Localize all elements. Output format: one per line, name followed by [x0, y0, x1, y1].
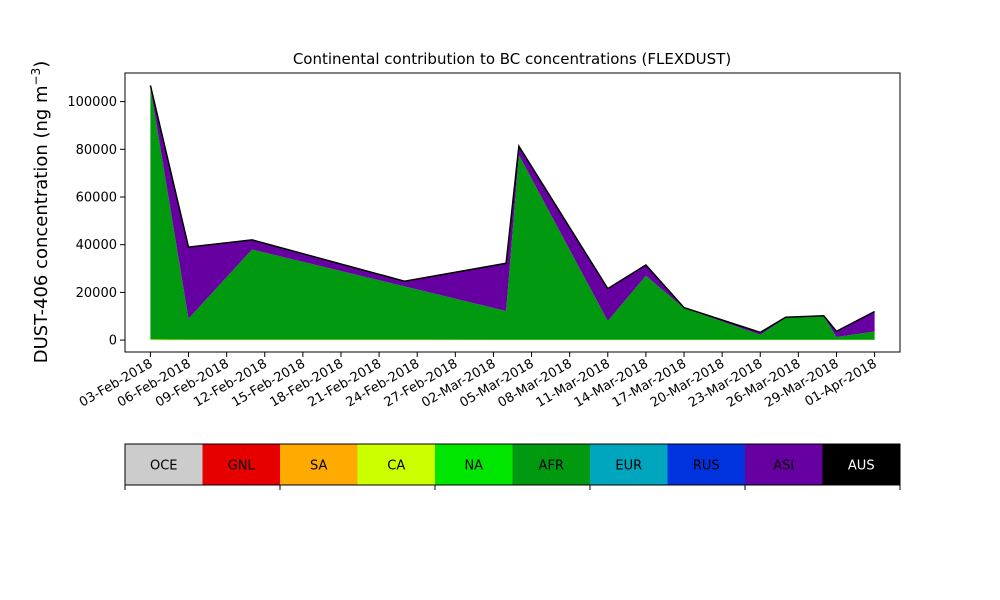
- legend-label-gnl: GNL: [228, 459, 256, 474]
- area-ca: [150, 339, 875, 341]
- legend-swatch-gnl: [202, 444, 280, 485]
- legend-label-aus: AUS: [848, 459, 875, 474]
- legend-label-na: NA: [464, 459, 483, 474]
- legend-colorbar: OCE GNL SA CA NA AFR EUR RUS ASI AUS: [124, 443, 901, 490]
- legend-swatch-aus: [822, 444, 900, 485]
- legend-label-afr: AFR: [539, 459, 564, 474]
- legend-swatch-rus: [667, 444, 745, 485]
- y-axis-label-exponent: −3: [29, 68, 43, 86]
- legend-label-asi: ASI: [773, 459, 794, 474]
- legend-label-ca: CA: [387, 459, 405, 474]
- legend-border: [124, 443, 901, 486]
- plot-frame: [124, 72, 901, 353]
- legend-label-rus: RUS: [693, 459, 720, 474]
- plot-border: [124, 72, 901, 353]
- legend-swatch-afr: [512, 444, 590, 485]
- y-axis-ticks: 0 20000 40000 60000 80000 100000: [67, 95, 125, 349]
- total-outline: [149, 85, 875, 334]
- legend-swatch-oce: [125, 444, 203, 485]
- y-axis-label-close: ): [31, 61, 52, 68]
- legend-label-sa: SA: [310, 459, 327, 474]
- legend-swatch-sa: [280, 444, 358, 485]
- x-axis-ticks: 03-Feb-201806-Feb-201809-Feb-201812-Feb-…: [77, 352, 880, 411]
- chart-title: Continental contribution to BC concentra…: [293, 50, 731, 68]
- legend-swatch-eur: [590, 444, 668, 485]
- y-tick-label: 100000: [67, 95, 117, 110]
- y-tick-label: 40000: [76, 238, 117, 253]
- legend-swatch-ca: [357, 444, 435, 485]
- y-tick-label: 0: [109, 334, 117, 349]
- legend-swatch-na: [435, 444, 513, 485]
- legend-label-eur: EUR: [615, 459, 642, 474]
- y-tick-label: 60000: [76, 191, 117, 206]
- y-axis-label-text: DUST-406 concentration (ng m: [31, 85, 52, 363]
- area-afr: [150, 87, 875, 340]
- legend-swatch-asi: [745, 444, 823, 485]
- y-axis-label: DUST-406 concentration (ng m−3): [29, 61, 52, 364]
- y-tick-label: 20000: [76, 286, 117, 301]
- y-tick-label: 80000: [76, 143, 117, 158]
- stacked-areas: [149, 85, 875, 341]
- legend-label-oce: OCE: [150, 459, 178, 474]
